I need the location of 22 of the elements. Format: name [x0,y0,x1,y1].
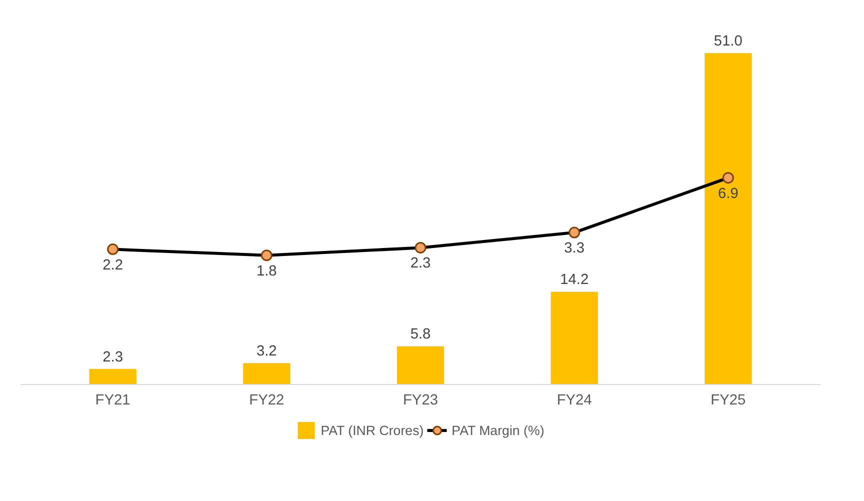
data-label: 6.9 [718,186,738,202]
x-tick-label: FY24 [556,392,592,408]
data-label: 5.8 [410,326,431,343]
bar [704,53,752,385]
x-tick-label: FY21 [95,392,130,408]
legend-label: PAT Margin (%) [452,422,544,438]
data-label: 51.0 [714,34,742,50]
bar [550,292,598,385]
data-label: 14.2 [560,272,589,288]
x-tick-label: FY23 [402,392,438,408]
legend-label: PAT (INR Crores) [320,422,424,438]
bar [89,368,136,385]
x-tick-label: FY25 [710,392,746,408]
data-label: 2.2 [102,257,123,274]
data-label: 1.8 [256,263,277,280]
data-label: 2.3 [102,349,123,366]
data-label: 3.2 [256,344,277,360]
data-label: 3.3 [564,240,585,257]
bar [243,363,290,385]
bar [396,346,444,385]
data-label: 2.3 [410,256,431,272]
x-tick-label: FY22 [249,392,284,408]
